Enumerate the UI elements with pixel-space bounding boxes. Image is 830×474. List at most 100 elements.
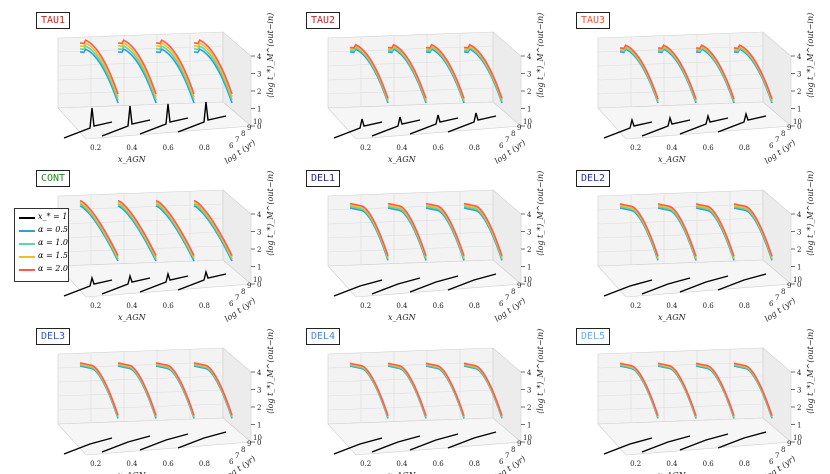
series-line-alpha xyxy=(79,362,119,416)
series-line-alpha xyxy=(425,43,465,99)
grid-line xyxy=(597,87,764,95)
series-line-xstar xyxy=(717,431,767,449)
y-tick-label: 10 xyxy=(523,434,532,442)
x-axis-label: x_AGN xyxy=(118,155,147,164)
legend-swatch xyxy=(19,230,35,232)
z-axis-label: ⟨log t_*⟩_M^(out−in) xyxy=(536,329,545,414)
grid-line xyxy=(57,73,224,81)
legend-item: x_* = 1 xyxy=(15,212,68,224)
series-line-xstar xyxy=(603,279,653,297)
panel-floor xyxy=(327,101,522,140)
z-tick-label: 0 xyxy=(797,439,801,447)
series-line-xstar xyxy=(139,271,189,293)
grid-line xyxy=(57,87,224,95)
y-tick-label: 8 xyxy=(781,130,785,138)
grid-line xyxy=(327,73,494,81)
y-tick-label: 7 xyxy=(235,452,239,460)
series-line-alpha xyxy=(79,48,119,104)
series-line-xstar xyxy=(603,117,653,139)
legend-item: α = 1.0 xyxy=(15,238,68,250)
legend-label: x_* = 1 xyxy=(38,212,68,221)
z-tick-label: 1 xyxy=(797,264,801,272)
series-line-alpha xyxy=(117,203,157,260)
series-line-xstar xyxy=(63,275,113,297)
series-line-alpha xyxy=(193,45,233,101)
z-tick-label: 4 xyxy=(797,211,802,219)
series-line-alpha xyxy=(619,203,659,257)
z-tick-label: 3 xyxy=(257,71,261,79)
series-line-alpha xyxy=(657,44,697,100)
x-tick-label: 0.6 xyxy=(703,144,715,152)
z-axis-label: ⟨log t_*⟩_M^(out−in) xyxy=(806,329,815,414)
legend: x_* = 1 α = 0.5 α = 1.0 α = 1.5 α = 2.0 xyxy=(14,208,69,282)
z-tick-label: 4 xyxy=(527,53,532,61)
panel-floor xyxy=(597,417,792,456)
grid-line xyxy=(597,231,764,239)
z-tick-label: 4 xyxy=(257,211,262,219)
z-tick-label: 0 xyxy=(527,123,531,131)
series-line-xstar xyxy=(447,112,497,133)
y-tick-label: 10 xyxy=(253,276,262,284)
x-tick-label: 0.2 xyxy=(630,144,641,152)
panel-back-wall xyxy=(327,189,494,267)
series-line-alpha xyxy=(733,203,773,257)
grid-line xyxy=(57,403,224,411)
panel-floor xyxy=(57,101,252,140)
panel-title: DEL3 xyxy=(36,328,71,345)
y-tick-label: 8 xyxy=(781,446,785,454)
x-tick-label: 0.6 xyxy=(433,144,445,152)
x-tick-label: 0.2 xyxy=(360,460,371,468)
z-tick-label: 0 xyxy=(527,281,531,289)
series-line-alpha xyxy=(463,43,503,99)
x-axis-label: x_AGN xyxy=(658,155,687,164)
series-line-xstar xyxy=(641,435,691,453)
series-line-xstar xyxy=(177,101,227,133)
grid-line xyxy=(597,245,764,253)
z-tick-label: 1 xyxy=(797,422,801,430)
panel-back-wall xyxy=(597,189,764,267)
z-tick-label: 0 xyxy=(797,123,801,131)
series-line-alpha xyxy=(155,39,195,95)
x-tick-label: 0.2 xyxy=(630,302,641,310)
z-tick-label: 0 xyxy=(527,439,531,447)
x-tick-label: 0.4 xyxy=(666,144,678,152)
series-line-alpha xyxy=(193,203,233,260)
panel-back-wall xyxy=(597,31,764,109)
series-line-alpha xyxy=(349,43,389,99)
z-tick-label: 2 xyxy=(257,246,261,254)
series-line-xstar xyxy=(333,437,383,455)
grid-line xyxy=(327,389,494,397)
series-line-alpha xyxy=(79,45,119,101)
x-tick-label: 0.2 xyxy=(90,302,101,310)
panel-back-wall xyxy=(57,347,224,425)
x-tick-label: 0.8 xyxy=(739,144,750,152)
series-line-xstar xyxy=(333,118,383,139)
x-axis-label: x_AGN xyxy=(118,313,147,322)
series-line-alpha xyxy=(463,202,503,257)
series-line-xstar xyxy=(679,275,729,293)
series-line-xstar xyxy=(447,273,497,291)
grid-line xyxy=(327,245,494,253)
legend-item: α = 0.5 xyxy=(15,225,68,237)
series-line-alpha xyxy=(695,203,735,257)
legend-label: α = 1.5 xyxy=(38,251,68,260)
z-tick-label: 3 xyxy=(257,387,261,395)
z-tick-label: 3 xyxy=(527,387,531,395)
y-tick-label: 8 xyxy=(241,446,245,454)
series-line-xstar xyxy=(717,111,767,133)
legend-item: α = 2.0 xyxy=(15,264,68,276)
y-tick-label: 10 xyxy=(253,434,262,442)
series-line-alpha xyxy=(155,48,195,104)
z-tick-label: 4 xyxy=(797,369,802,377)
y-tick-label: 8 xyxy=(511,288,515,296)
x-tick-label: 0.6 xyxy=(163,144,175,152)
x-tick-label: 0.2 xyxy=(360,302,371,310)
x-tick-label: 0.6 xyxy=(433,302,445,310)
series-line-alpha xyxy=(657,203,697,257)
panel-title: DEL2 xyxy=(576,170,611,187)
y-tick-label: 8 xyxy=(241,288,245,296)
z-tick-label: 3 xyxy=(797,229,801,237)
series-line-alpha xyxy=(193,205,233,262)
y-tick-label: 10 xyxy=(793,276,802,284)
z-tick-label: 1 xyxy=(527,422,531,430)
